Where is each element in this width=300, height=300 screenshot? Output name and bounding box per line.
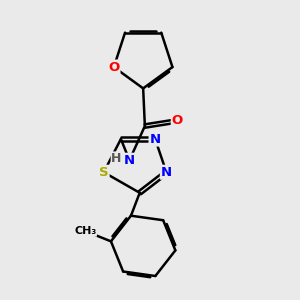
Text: N: N — [150, 133, 161, 146]
Text: N: N — [124, 154, 135, 167]
Text: O: O — [108, 61, 119, 74]
Text: N: N — [161, 166, 172, 179]
Text: O: O — [172, 114, 183, 128]
Text: CH₃: CH₃ — [74, 226, 96, 236]
Text: H: H — [111, 152, 122, 165]
Text: S: S — [99, 166, 109, 179]
